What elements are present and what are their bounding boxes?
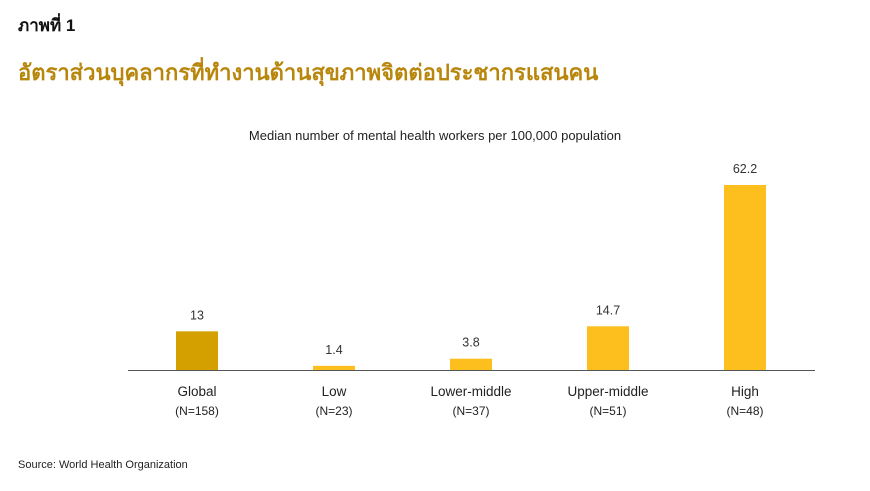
category-label: High (731, 384, 759, 399)
value-label: 62.2 (733, 162, 757, 176)
category-label: Lower-middle (430, 384, 511, 399)
bar-high (724, 185, 766, 370)
value-label: 14.7 (596, 303, 620, 317)
category-label: Low (322, 384, 347, 399)
sample-size-label: (N=51) (589, 404, 626, 418)
bar-lower-middle (450, 358, 492, 370)
source-note: Source: World Health Organization (18, 459, 188, 471)
figure-title: อัตราส่วนบุคลากรที่ทำงานด้านสุขภาพจิตต่อ… (18, 60, 599, 85)
value-label: 13 (190, 308, 204, 322)
category-label: Global (177, 384, 216, 399)
sample-size-label: (N=37) (452, 404, 489, 418)
chart-title: Median number of mental health workers p… (248, 128, 622, 143)
category-label: Upper-middle (567, 384, 648, 399)
bar-global (176, 331, 218, 370)
sample-size-label: (N=23) (315, 404, 352, 418)
bar-low (313, 365, 355, 370)
value-label: 1.4 (325, 343, 342, 357)
sample-size-label: (N=48) (726, 404, 763, 418)
figure-label: ภาพที่ 1 (18, 16, 76, 35)
bar-upper-middle (587, 326, 629, 370)
value-label: 3.8 (462, 336, 479, 350)
sample-size-label: (N=158) (175, 404, 219, 418)
